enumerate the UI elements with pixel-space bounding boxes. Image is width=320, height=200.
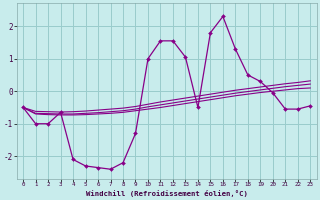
- X-axis label: Windchill (Refroidissement éolien,°C): Windchill (Refroidissement éolien,°C): [86, 190, 248, 197]
